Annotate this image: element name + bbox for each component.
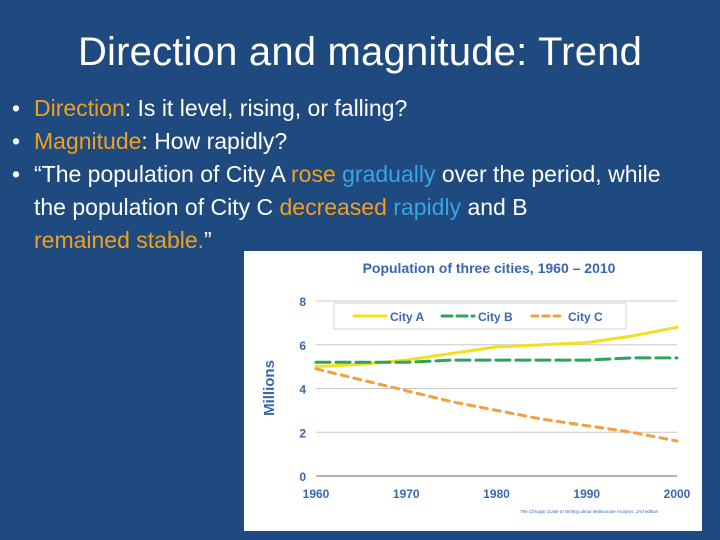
y-tick-label: 2 [299, 426, 306, 440]
quote-text-open: “The population of City A [34, 161, 291, 187]
data-point-city-b [631, 357, 633, 359]
quote-text-close: ” [204, 227, 212, 253]
bullet-quote: • “The population of City A rose gradual… [6, 158, 696, 257]
population-chart: Population of three cities, 1960 – 2010 … [244, 251, 702, 531]
quote-word-stable: remained stable. [34, 227, 205, 253]
y-tick-label: 8 [299, 295, 306, 309]
bullet-magnitude: • Magnitude: How rapidly? [6, 125, 696, 158]
series-layer [314, 325, 679, 443]
data-point-city-b [676, 357, 678, 359]
legend-label: City B [478, 310, 513, 324]
data-point-city-c [405, 389, 407, 391]
bullet-dot-icon: • [11, 161, 21, 187]
y-tick-label: 6 [299, 339, 306, 353]
y-tick-label: 0 [299, 470, 306, 484]
data-point-city-b [540, 359, 542, 361]
data-point-city-b [360, 361, 362, 363]
slide-title: Direction and magnitude: Trend [77, 30, 643, 74]
quote-text-mid1: over the period, while the population of… [34, 161, 661, 220]
data-point-city-c [450, 400, 452, 402]
data-point-city-b [405, 361, 407, 363]
series-line-city-c [314, 367, 679, 443]
data-point-city-b [495, 359, 497, 361]
quote-word-rose: rose [291, 161, 336, 187]
bullet-text-magnitude: : How rapidly? [141, 128, 288, 154]
bullet-direction: • Direction: Is it level, rising, or fal… [6, 92, 696, 125]
data-point-city-b [586, 359, 588, 361]
data-point-city-c [676, 440, 678, 442]
bullet-label-magnitude: Magnitude [34, 128, 142, 154]
data-point-city-c [586, 424, 588, 426]
x-tick-label: 1980 [483, 487, 510, 501]
x-tick-label: 1970 [393, 487, 420, 501]
y-tick-label: 4 [299, 383, 306, 397]
data-point-city-a [676, 326, 678, 328]
bullet-dot-icon: • [11, 128, 21, 154]
data-point-city-a [450, 352, 452, 354]
bullet-text-direction: : Is it level, rising, or falling? [124, 95, 408, 121]
data-point-city-c [315, 368, 317, 370]
data-point-city-b [315, 361, 317, 363]
bullet-list: • Direction: Is it level, rising, or fal… [6, 92, 696, 257]
source-note: The Chicago Guide to Writing about Multi… [520, 509, 659, 514]
quote-word-rapidly: rapidly [393, 194, 462, 220]
x-tick-label: 2000 [664, 487, 691, 501]
legend-label: City C [568, 310, 603, 324]
quote-word-decreased: decreased [279, 194, 387, 220]
quote-word-gradually: gradually [342, 161, 436, 187]
bullet-dot-icon: • [11, 95, 21, 121]
data-point-city-b [450, 359, 452, 361]
data-point-city-c [360, 379, 362, 381]
chart-svg: Population of three cities, 1960 – 2010 … [244, 251, 702, 531]
data-point-city-c [631, 431, 633, 433]
quote-text-mid2: and B [461, 194, 528, 220]
axis-layer: 0 2 4 6 8 1960 1970 1980 1990 2000 [299, 295, 690, 501]
bullet-label-direction: Direction [34, 95, 125, 121]
legend-label: City A [390, 310, 425, 324]
data-point-city-c [495, 409, 497, 411]
grid-layer [316, 300, 677, 433]
chart-title: Population of three cities, 1960 – 2010 [363, 260, 616, 276]
chart-background [244, 251, 702, 531]
x-tick-label: 1990 [573, 487, 600, 501]
data-point-city-c [540, 418, 542, 420]
y-axis-label: Millions [261, 360, 278, 416]
series-line-city-b [314, 356, 679, 364]
data-point-city-a [631, 335, 633, 337]
x-tick-label: 1960 [303, 487, 330, 501]
data-point-city-a [586, 341, 588, 343]
data-point-city-a [540, 344, 542, 346]
chart-legend: City A City B City C [333, 302, 627, 330]
data-point-city-a [495, 346, 497, 348]
